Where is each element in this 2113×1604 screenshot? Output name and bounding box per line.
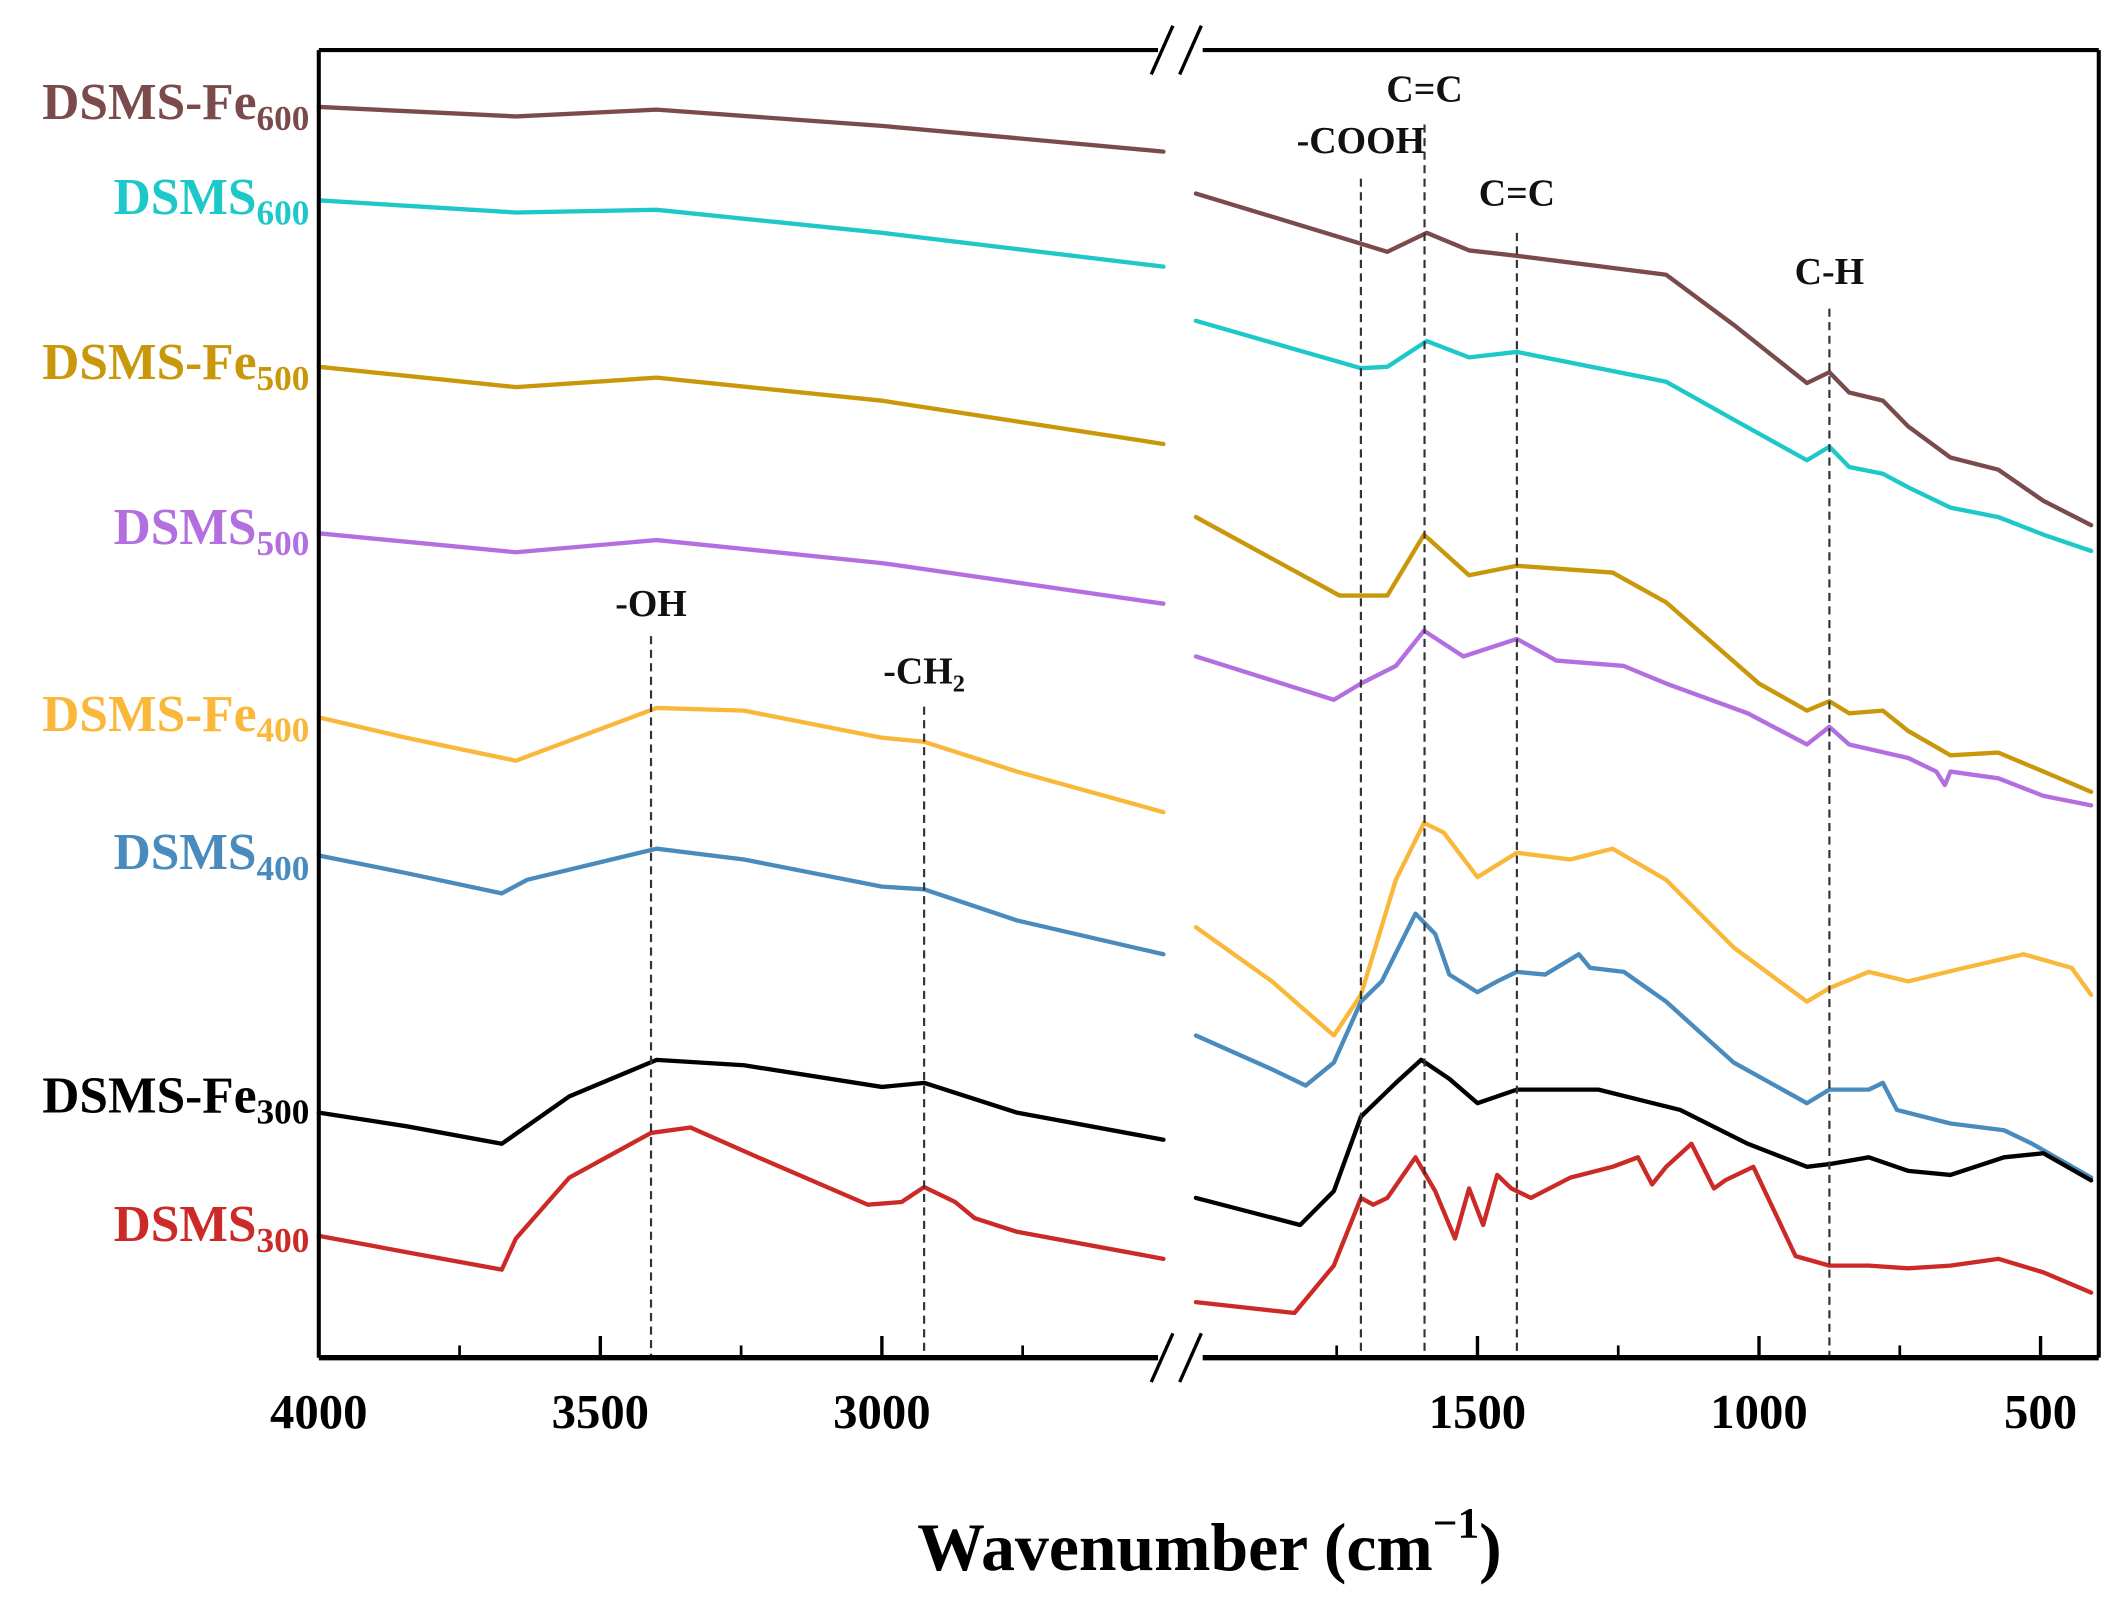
- series-label-subscript: 300: [257, 1221, 310, 1260]
- series-label-dsms500: DSMS500: [114, 499, 310, 563]
- series-line-dsms-fe600-left: [316, 104, 1166, 154]
- series-label-subscript: 500: [257, 359, 310, 398]
- series-label-base: DSMS-Fe: [42, 686, 256, 743]
- series-label-base: DSMS: [114, 169, 257, 226]
- series-label-dsms-fe300: DSMS-Fe300: [42, 1068, 309, 1132]
- annotation-text: -COOH: [1297, 120, 1425, 162]
- x-tick-label: 500: [2004, 1385, 2077, 1439]
- series-line-dsms400-left: [316, 846, 1166, 957]
- series-label-dsms-fe400: DSMS-Fe400: [42, 686, 309, 750]
- series-line-dsms-fe600-right: [1193, 191, 2094, 528]
- series-line-dsms300-left: [316, 1125, 1166, 1272]
- axis-layer: 4000 3500 3000 1500 1000 500: [270, 25, 2101, 1439]
- x-tick-label: 3000: [833, 1385, 930, 1439]
- series-line-dsms400-right: [1193, 911, 2094, 1180]
- series-line-dsms-fe300-right: [1193, 1057, 2094, 1228]
- series-label-base: DSMS: [114, 824, 257, 881]
- annotation-label: -CH2: [883, 651, 965, 698]
- annotation-label: -COOH: [1297, 120, 1425, 162]
- x-axis-title-text: Wavenumber (cm: [917, 1510, 1433, 1585]
- series-layer: [316, 104, 2094, 1316]
- series-label-dsms-fe600: DSMS-Fe600: [42, 74, 309, 138]
- axis-break-mark: [1149, 1332, 1175, 1383]
- series-line-dsms300-right: [1193, 1141, 2094, 1316]
- series-label-dsms400: DSMS400: [114, 824, 310, 888]
- axis-break-mark: [1178, 25, 1203, 76]
- series-line-dsms600-left: [316, 198, 1166, 269]
- series-label-base: DSMS: [114, 499, 257, 556]
- series-label-dsms-fe500: DSMS-Fe500: [42, 334, 309, 398]
- series-label-base: DSMS: [114, 1196, 257, 1253]
- annotation-text: C=C: [1479, 173, 1555, 215]
- axis-break-mark: [1178, 1332, 1203, 1383]
- series-label-base: DSMS-Fe: [42, 74, 256, 131]
- x-tick-label: 1000: [1710, 1385, 1807, 1439]
- x-axis-title: Wavenumber (cm−1): [917, 1500, 1501, 1585]
- series-line-dsms-fe400-left: [316, 705, 1166, 815]
- series-label-base: DSMS-Fe: [42, 334, 256, 391]
- series-line-dsms600-right: [1193, 318, 2094, 554]
- series-label-subscript: 500: [257, 524, 310, 563]
- x-tick-label: 1500: [1429, 1385, 1526, 1439]
- series-label-dsms600: DSMS600: [114, 169, 310, 233]
- axis-break-mark: [1149, 25, 1175, 76]
- series-label-subscript: 600: [257, 194, 310, 233]
- annotation-text: -OH: [615, 583, 687, 625]
- x-tick-label: 4000: [270, 1385, 367, 1439]
- annotation-label: C=C: [1386, 69, 1462, 111]
- annotation-label: C=C: [1479, 173, 1555, 215]
- series-line-dsms500-right: [1193, 628, 2094, 808]
- series-label-subscript: 600: [257, 99, 310, 138]
- annotation-layer: -OH -CH2 -COOH C=C C=C C-H: [615, 69, 1864, 1358]
- series-line-dsms-fe500-left: [316, 364, 1166, 447]
- series-label-subscript: 300: [257, 1092, 310, 1131]
- annotation-text: C=C: [1386, 69, 1462, 111]
- annotation-text: -CH: [883, 651, 952, 693]
- x-axis-title-superscript: −1: [1433, 1500, 1479, 1548]
- series-label-subscript: 400: [257, 849, 310, 888]
- series-line-dsms-fe500-right: [1193, 514, 2094, 795]
- x-tick-label: 3500: [552, 1385, 649, 1439]
- series-label-subscript: 400: [257, 711, 310, 750]
- series-line-dsms-fe300-left: [316, 1057, 1166, 1146]
- annotation-subscript: 2: [953, 671, 965, 698]
- annotation-label: -OH: [615, 583, 687, 625]
- x-axis-title-close: ): [1479, 1510, 1502, 1585]
- series-label-base: DSMS-Fe: [42, 1068, 256, 1125]
- annotation-label: C-H: [1795, 251, 1864, 293]
- annotation-text: C-H: [1795, 251, 1864, 293]
- series-line-dsms-fe400-right: [1193, 820, 2094, 1038]
- series-label-dsms300: DSMS300: [114, 1196, 310, 1260]
- series-line-dsms500-left: [316, 531, 1166, 606]
- series-label-layer: DSMS-Fe600DSMS600DSMS-Fe500DSMS500DSMS-F…: [42, 74, 309, 1260]
